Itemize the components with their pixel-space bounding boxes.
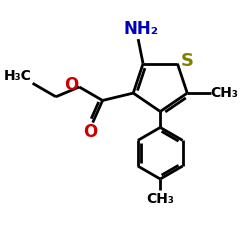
Text: CH₃: CH₃ <box>146 192 174 206</box>
Text: O: O <box>64 76 78 94</box>
Text: NH₂: NH₂ <box>124 20 158 38</box>
Text: CH₃: CH₃ <box>210 86 238 100</box>
Text: S: S <box>180 52 193 70</box>
Text: H₃C: H₃C <box>4 70 32 84</box>
Text: O: O <box>83 123 97 141</box>
